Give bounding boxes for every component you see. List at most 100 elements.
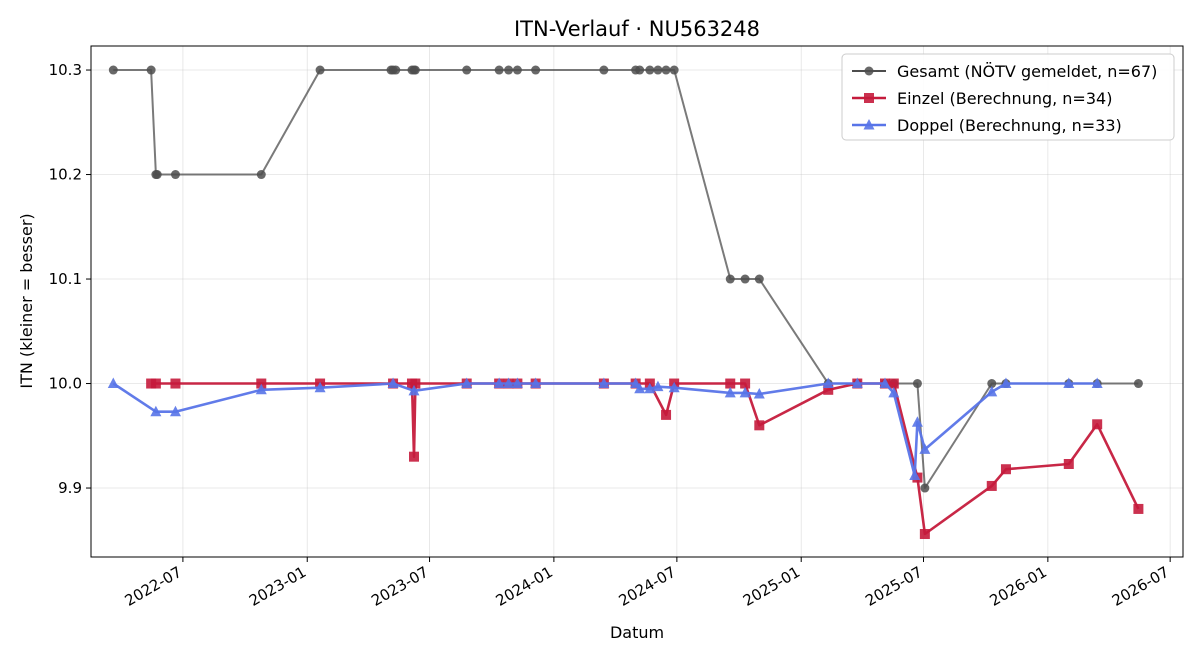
data-point	[146, 65, 156, 75]
legend-marker	[863, 119, 875, 130]
data-point	[888, 378, 899, 389]
data-point	[314, 381, 326, 393]
data-point	[725, 378, 736, 389]
data-point	[653, 65, 663, 75]
data-point	[920, 483, 930, 493]
y-tick-label: 10.0	[49, 375, 82, 393]
data-point	[387, 377, 399, 389]
y-tick-label: 10.3	[49, 61, 82, 79]
data-point	[391, 65, 401, 75]
data-point	[410, 378, 421, 389]
data-point	[512, 65, 522, 75]
legend-label: Einzel (Berechnung, n=34)	[897, 89, 1112, 108]
data-point	[822, 377, 834, 389]
data-point	[170, 378, 181, 389]
data-point	[461, 377, 473, 389]
data-point	[462, 65, 472, 75]
x-axis: 2022-07 2023-01 2023-07 2024-01 2024-07 2025-…	[122, 557, 1172, 610]
x-tick-label: 2026-07	[1109, 563, 1172, 610]
x-tick-label: 2023-07	[368, 563, 431, 610]
legend-item: Doppel (Berechnung, n=33)	[852, 116, 1122, 135]
legend-marker	[864, 93, 874, 103]
data-point	[911, 416, 923, 427]
y-tick-label: 10.2	[49, 166, 82, 184]
series-triangle	[107, 377, 1103, 480]
chart-title: ITN-Verlauf · NU563248	[514, 17, 760, 41]
x-axis-label: Datum	[610, 623, 664, 642]
data-point	[599, 65, 609, 75]
data-point	[740, 274, 750, 284]
data-point	[753, 387, 765, 399]
x-tick-label: 2023-01	[246, 563, 309, 610]
data-point	[986, 385, 998, 397]
data-point	[256, 378, 267, 389]
data-point	[754, 274, 764, 284]
data-point	[909, 469, 921, 480]
legend-item: Einzel (Berechnung, n=34)	[852, 89, 1112, 108]
x-tick-label: 2024-01	[493, 563, 556, 610]
legend-box	[841, 53, 1175, 141]
data-point	[888, 386, 900, 398]
y-axis: 9.9 10.0 10.1 10.2 10.3	[49, 61, 91, 497]
series-square	[146, 378, 1144, 540]
data-point	[919, 443, 931, 454]
data-point	[255, 383, 267, 395]
data-point	[668, 381, 680, 393]
x-tick-label: 2026-01	[987, 563, 1050, 610]
data-point	[754, 420, 765, 431]
series-layer	[107, 65, 1144, 540]
data-point	[531, 65, 541, 75]
data-point	[152, 170, 162, 180]
data-point	[879, 377, 891, 389]
x-tick-label: 2022-07	[122, 563, 185, 610]
data-point	[661, 409, 672, 420]
data-point	[740, 378, 751, 389]
data-point	[170, 170, 180, 180]
data-point	[987, 379, 997, 389]
data-point	[823, 384, 834, 395]
data-point	[511, 377, 523, 389]
data-point	[652, 380, 664, 392]
legend-label: Doppel (Berechnung, n=33)	[897, 116, 1122, 135]
y-tick-label: 9.9	[58, 479, 82, 497]
series-line	[151, 382, 1140, 536]
legend: Gesamt (NÖTV gemeldet, n=67) Einzel (Bere…	[841, 53, 1175, 141]
legend-label: Gesamt (NÖTV gemeldet, n=67)	[897, 62, 1157, 81]
y-tick-label: 10.1	[49, 270, 82, 288]
data-point	[634, 382, 646, 394]
data-point	[409, 451, 420, 462]
data-point	[408, 384, 420, 396]
data-point	[724, 386, 736, 398]
data-point	[645, 65, 655, 75]
data-point	[1133, 379, 1143, 389]
data-point	[504, 65, 514, 75]
data-point	[919, 529, 930, 540]
y-axis-label: ITN (kleiner = besser)	[17, 213, 36, 388]
data-point	[493, 377, 505, 389]
data-point	[1133, 503, 1144, 514]
data-point	[150, 378, 161, 389]
data-point	[1000, 464, 1011, 475]
data-point	[635, 65, 645, 75]
data-point	[669, 65, 679, 75]
data-point	[1092, 419, 1103, 430]
data-point	[1000, 377, 1012, 389]
data-point	[986, 480, 997, 491]
series-line	[112, 382, 1098, 477]
legend-item: Gesamt (NÖTV gemeldet, n=67)	[852, 62, 1157, 81]
data-point	[598, 377, 610, 389]
x-tick-label: 2025-01	[740, 563, 803, 610]
data-point	[661, 65, 671, 75]
data-point	[644, 382, 656, 394]
data-point	[1063, 458, 1074, 469]
data-point	[739, 386, 751, 398]
legend-marker	[864, 66, 874, 76]
x-tick-label: 2024-07	[616, 563, 679, 610]
data-point	[503, 377, 515, 389]
data-point	[410, 65, 420, 75]
data-point	[1091, 377, 1103, 389]
data-point	[256, 170, 266, 180]
data-point	[1063, 377, 1075, 389]
data-point	[912, 379, 922, 389]
